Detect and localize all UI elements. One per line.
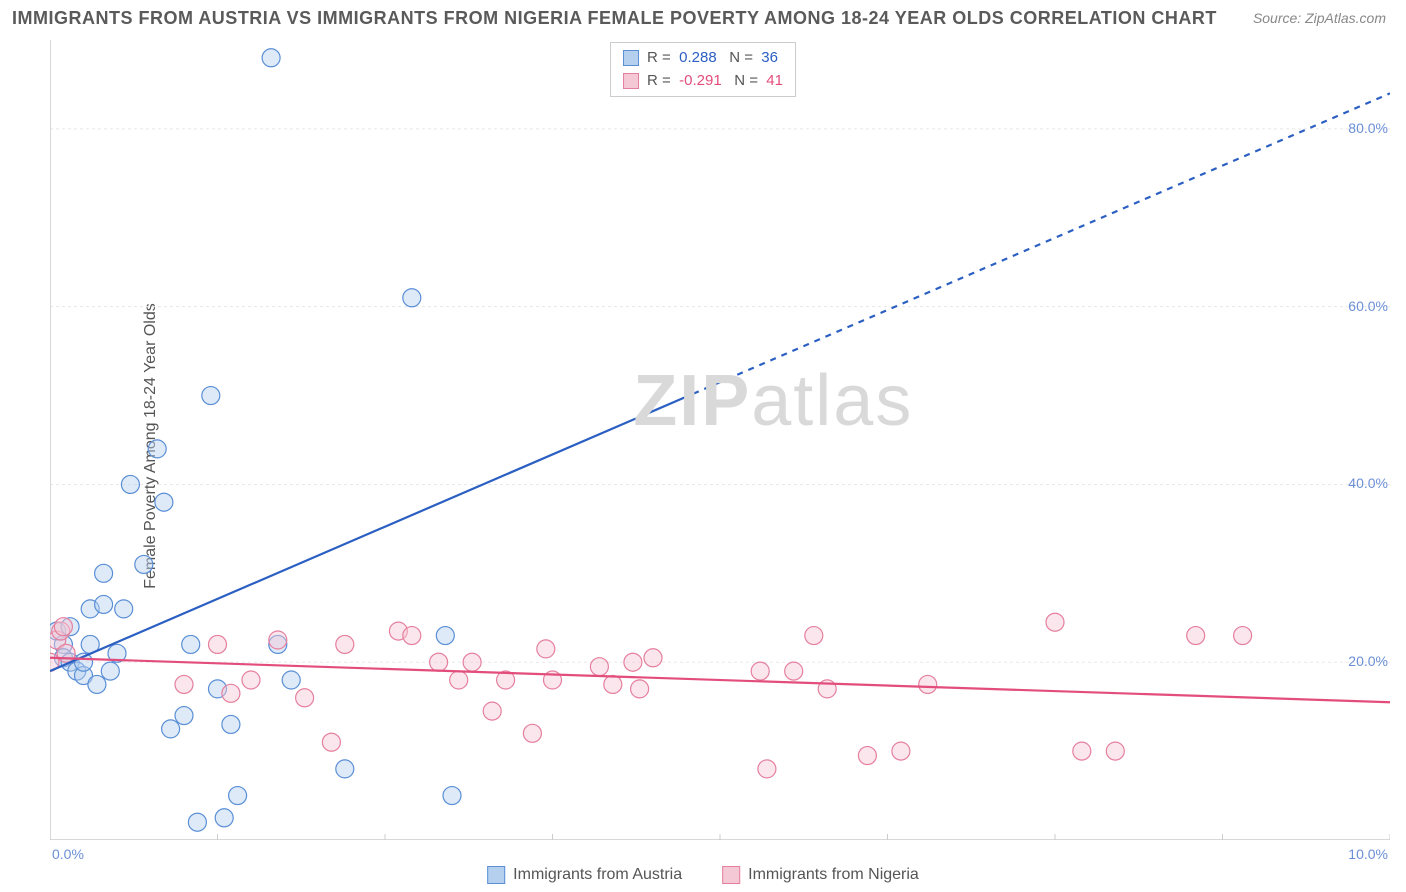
series-legend-item: Immigrants from Nigeria (722, 866, 919, 884)
scatter-point (262, 49, 280, 67)
scatter-point (624, 653, 642, 671)
legend-swatch (623, 73, 639, 89)
source-name: ZipAtlas.com (1305, 10, 1386, 26)
source-label: Source: (1253, 10, 1301, 26)
source-attribution: Source: ZipAtlas.com (1253, 10, 1386, 26)
series-legend-item: Immigrants from Austria (487, 866, 682, 884)
scatter-point (222, 715, 240, 733)
regression-line (50, 394, 693, 671)
scatter-point (450, 671, 468, 689)
series-legend-label: Immigrants from Nigeria (748, 866, 919, 884)
scatter-plot (50, 40, 1390, 840)
scatter-point (57, 644, 75, 662)
scatter-point (1106, 742, 1124, 760)
scatter-point (115, 600, 133, 618)
scatter-point (892, 742, 910, 760)
scatter-point (162, 720, 180, 738)
scatter-point (296, 689, 314, 707)
scatter-point (54, 618, 72, 636)
scatter-point (282, 671, 300, 689)
correlation-legend: R = 0.288 N = 36R = -0.291 N = 41 (610, 42, 796, 97)
scatter-point (403, 627, 421, 645)
scatter-point (590, 658, 608, 676)
scatter-point (631, 680, 649, 698)
scatter-point (523, 724, 541, 742)
regression-line-dashed (693, 93, 1390, 393)
scatter-point (188, 813, 206, 831)
scatter-point (95, 595, 113, 613)
x-tick-label: 10.0% (1348, 846, 1388, 862)
y-tick-label: 20.0% (1348, 653, 1388, 669)
scatter-point (182, 635, 200, 653)
scatter-point (1073, 742, 1091, 760)
series-legend: Immigrants from Austria Immigrants from N… (487, 866, 919, 884)
legend-stats: R = -0.291 N = 41 (647, 70, 783, 93)
scatter-point (175, 675, 193, 693)
scatter-point (135, 555, 153, 573)
scatter-point (436, 627, 454, 645)
correlation-legend-row: R = 0.288 N = 36 (623, 47, 783, 70)
scatter-point (1046, 613, 1064, 631)
scatter-point (222, 684, 240, 702)
scatter-point (148, 440, 166, 458)
scatter-point (751, 662, 769, 680)
scatter-point (101, 662, 119, 680)
scatter-point (269, 631, 287, 649)
scatter-point (858, 747, 876, 765)
scatter-point (430, 653, 448, 671)
correlation-legend-row: R = -0.291 N = 41 (623, 70, 783, 93)
scatter-point (403, 289, 421, 307)
scatter-point (604, 675, 622, 693)
scatter-point (463, 653, 481, 671)
scatter-point (483, 702, 501, 720)
scatter-point (644, 649, 662, 667)
scatter-point (121, 475, 139, 493)
scatter-point (1187, 627, 1205, 645)
series-legend-label: Immigrants from Austria (513, 866, 682, 884)
y-tick-label: 40.0% (1348, 475, 1388, 491)
scatter-point (758, 760, 776, 778)
scatter-point (322, 733, 340, 751)
scatter-point (229, 787, 247, 805)
legend-stats: R = 0.288 N = 36 (647, 47, 778, 70)
legend-swatch (487, 866, 505, 884)
legend-swatch (722, 866, 740, 884)
legend-swatch (623, 50, 639, 66)
y-tick-label: 60.0% (1348, 298, 1388, 314)
scatter-point (202, 387, 220, 405)
y-tick-label: 80.0% (1348, 120, 1388, 136)
scatter-point (1234, 627, 1252, 645)
x-tick-label: 0.0% (52, 846, 84, 862)
scatter-point (155, 493, 173, 511)
scatter-point (95, 564, 113, 582)
scatter-point (175, 707, 193, 725)
scatter-point (242, 671, 260, 689)
scatter-point (805, 627, 823, 645)
scatter-point (336, 760, 354, 778)
scatter-point (88, 675, 106, 693)
scatter-point (537, 640, 555, 658)
scatter-point (443, 787, 461, 805)
scatter-point (785, 662, 803, 680)
scatter-point (215, 809, 233, 827)
scatter-point (209, 635, 227, 653)
scatter-point (336, 635, 354, 653)
chart-title: IMMIGRANTS FROM AUSTRIA VS IMMIGRANTS FR… (12, 8, 1217, 29)
scatter-point (919, 675, 937, 693)
